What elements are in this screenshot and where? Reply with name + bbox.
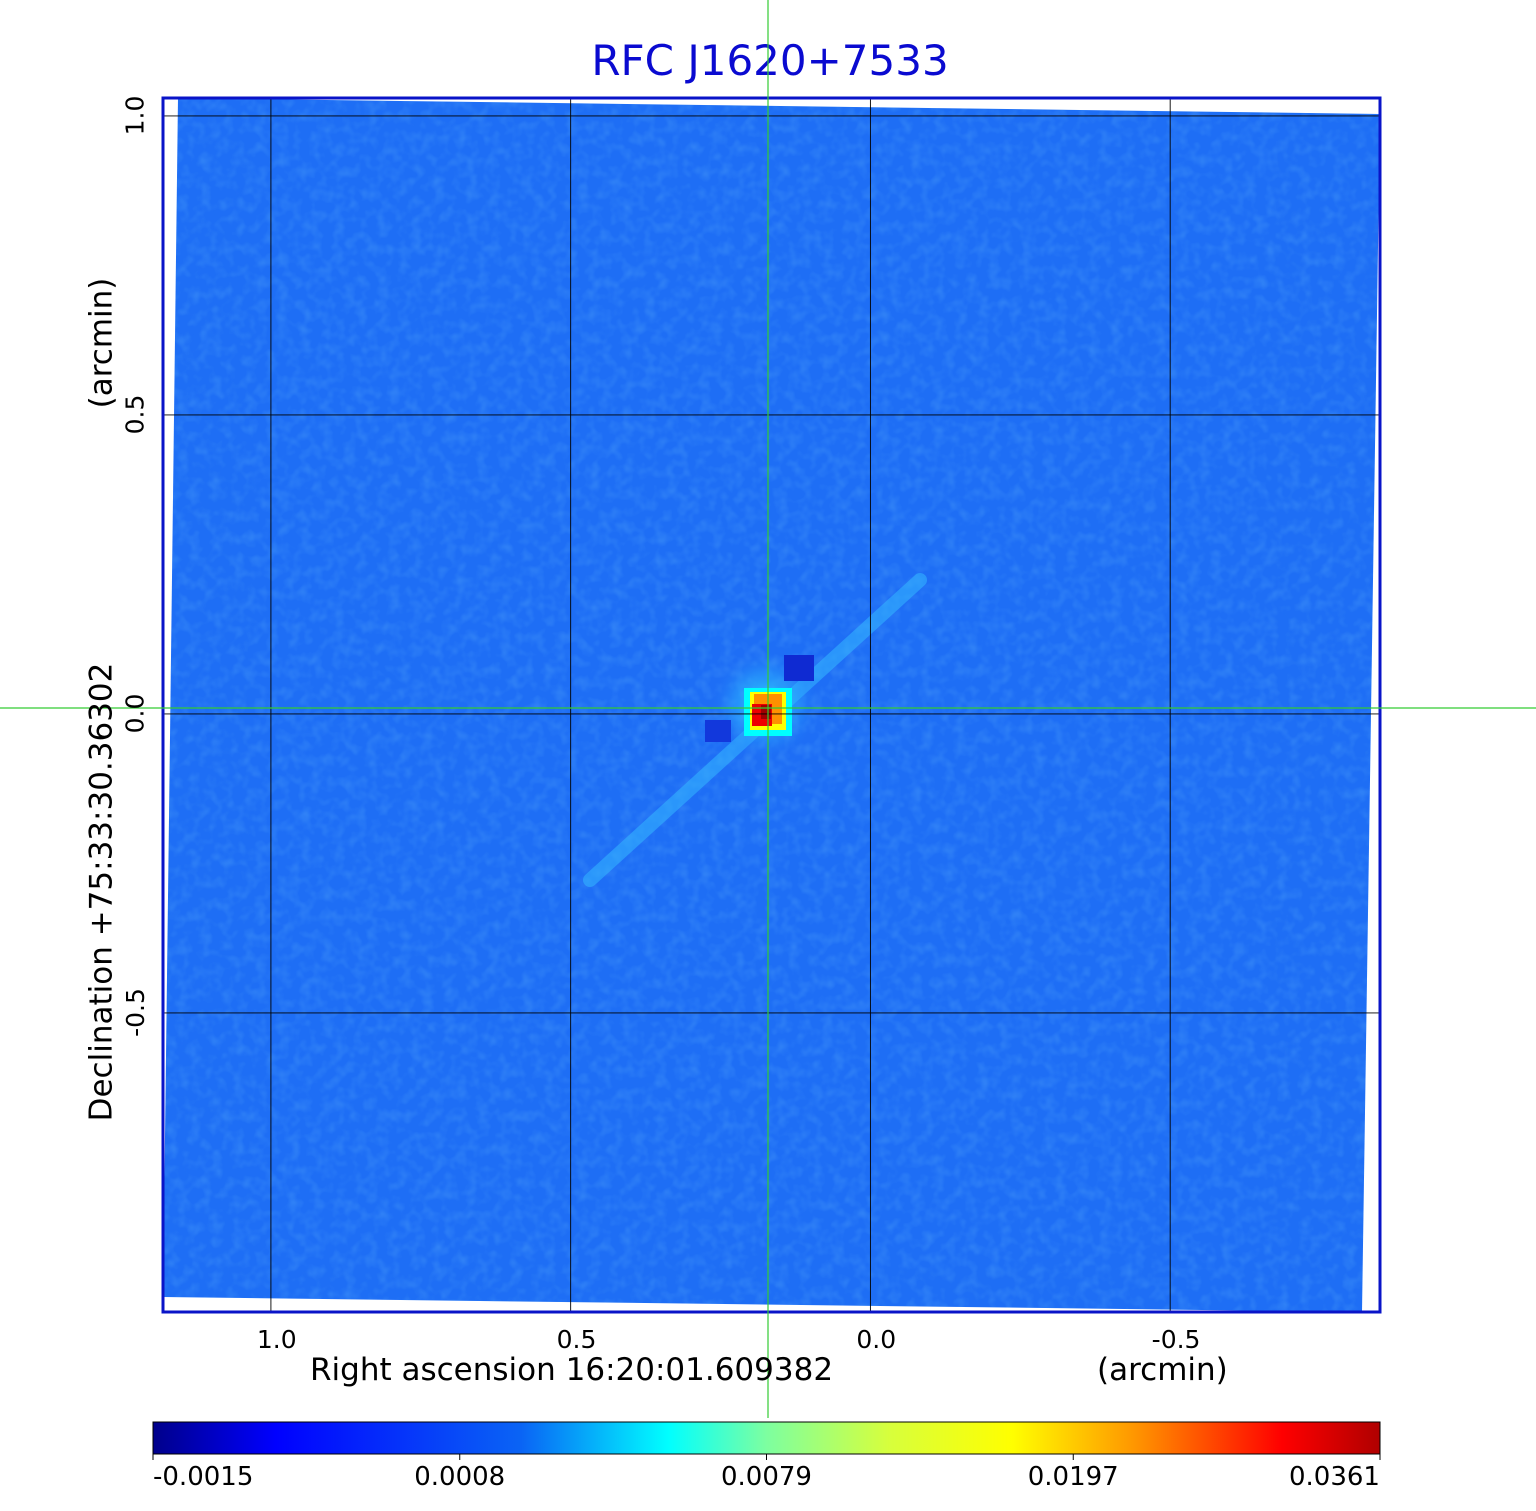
coordinate-grid — [163, 98, 1380, 1312]
chart-title: RFC J1620+7533 — [591, 36, 949, 85]
negative-patch — [705, 720, 731, 742]
source-pixel — [761, 705, 771, 719]
y-axis-unit: (arcmin) — [82, 277, 119, 409]
x-axis-label: Right ascension 16:20:01.609382 — [310, 1352, 834, 1388]
colorbar-tick-label: 0.0197 — [1027, 1462, 1119, 1492]
crosshair — [0, 0, 1536, 1418]
y-tick-label: 0.5 — [120, 395, 150, 435]
plot-frame — [161, 96, 1382, 1314]
y-tick-label: 1.0 — [120, 96, 150, 136]
y-axis-label: Declination +75:33:30.36302 — [82, 662, 119, 1122]
x-tick-label: -0.5 — [1151, 1325, 1201, 1354]
colorbar-tick-label: 0.0008 — [414, 1462, 506, 1492]
colorbar-tick-label: 0.0361 — [1289, 1462, 1380, 1492]
colorbar-tick-label: 0.0079 — [721, 1462, 812, 1492]
x-axis-unit: (arcmin) — [1097, 1352, 1228, 1388]
negative-patch — [784, 655, 814, 681]
colorbar — [152, 1421, 1381, 1455]
x-tick-label: 0.5 — [556, 1325, 597, 1354]
radio-image — [163, 98, 1380, 1312]
x-tick-label: 1.0 — [256, 1325, 297, 1354]
y-tick-label: -0.5 — [120, 988, 150, 1038]
colorbar-ticks — [152, 1454, 1381, 1460]
y-tick-label: 0.0 — [120, 694, 150, 734]
colorbar-tick-label: -0.0015 — [153, 1462, 254, 1492]
x-tick-label: 0.0 — [856, 1325, 897, 1354]
